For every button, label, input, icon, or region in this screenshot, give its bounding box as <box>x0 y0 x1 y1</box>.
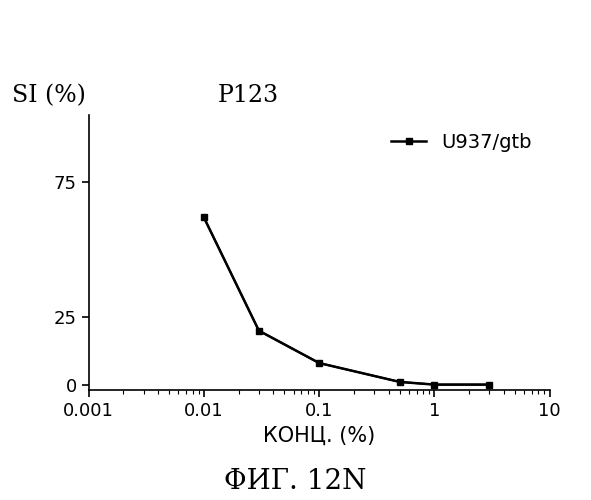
U937/gtb <box>200 214 207 220</box>
U937/gtb <box>431 382 438 388</box>
Text: P123: P123 <box>217 84 279 108</box>
U937/gtb <box>255 328 262 334</box>
U937/gtb <box>396 379 403 385</box>
Text: ΦИГ. 12N: ΦИГ. 12N <box>224 468 367 495</box>
U937/gtb <box>316 360 323 366</box>
Line: U937/gtb: U937/gtb <box>200 214 493 388</box>
U937/gtb <box>486 382 493 388</box>
Legend: U937/gtb: U937/gtb <box>384 124 540 160</box>
Text: SI (%): SI (%) <box>12 84 86 108</box>
X-axis label: КОНЦ. (%): КОНЦ. (%) <box>263 426 375 446</box>
